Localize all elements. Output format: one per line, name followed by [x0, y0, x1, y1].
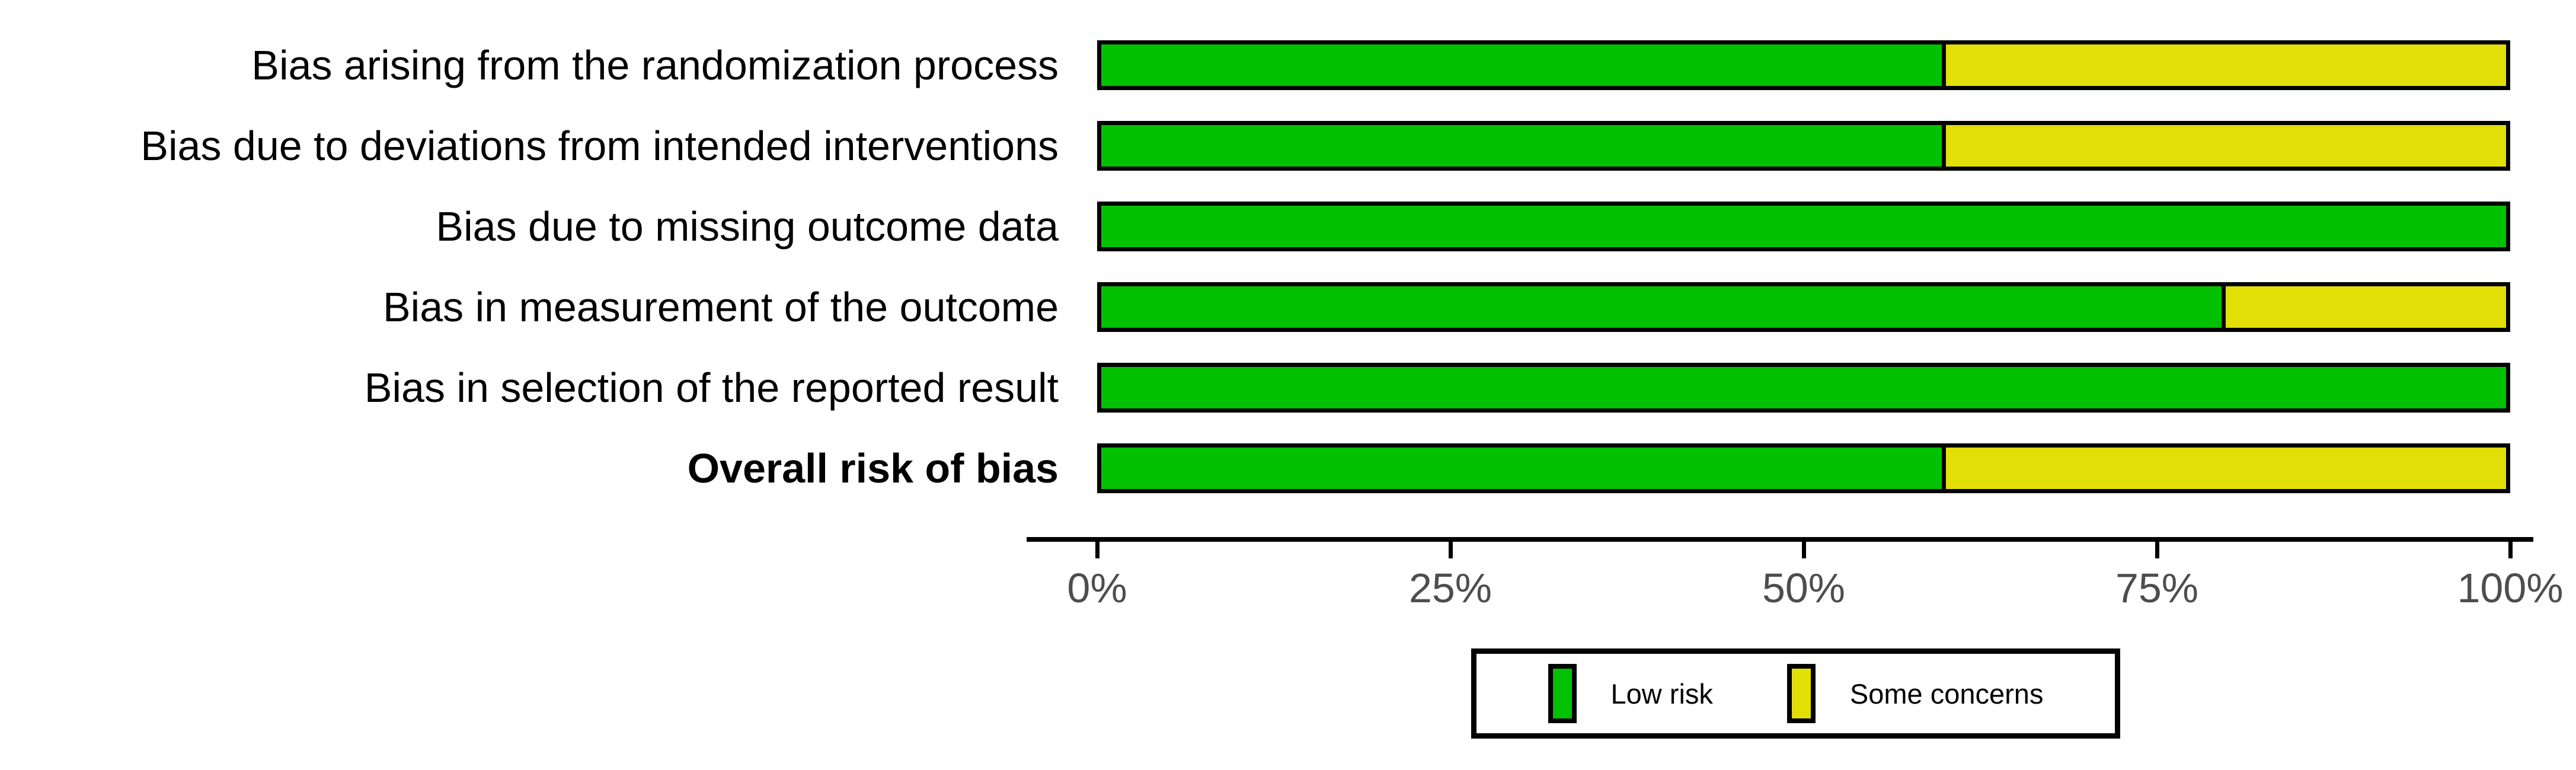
- bar-segment-low-risk: [1101, 206, 2506, 247]
- legend-entry: Low risk: [1548, 664, 1713, 723]
- category-label: Overall risk of bias: [687, 445, 1059, 491]
- x-axis-tick: [2155, 537, 2159, 558]
- category-label: Bias arising from the randomization proc…: [251, 42, 1059, 88]
- bar-segment-low-risk: [1101, 286, 2226, 328]
- category-label: Bias due to missing outcome data: [436, 203, 1059, 250]
- x-axis-tick: [1802, 537, 1806, 558]
- x-axis-tick: [1095, 537, 1100, 558]
- bar-segment-some-concerns: [2226, 286, 2506, 328]
- bar-segment-some-concerns: [1945, 125, 2506, 167]
- bar-segment-low-risk: [1101, 44, 1946, 86]
- legend-swatch-some-concerns: [1786, 664, 1816, 723]
- bar-row: [1097, 202, 2510, 251]
- category-label: Bias in measurement of the outcome: [382, 284, 1059, 330]
- bar-row: [1097, 40, 2510, 90]
- bar-row: [1097, 282, 2510, 332]
- bar-segment-low-risk: [1101, 448, 1946, 489]
- x-axis-tick-label: 75%: [2115, 565, 2199, 611]
- x-axis-tick: [1449, 537, 1453, 558]
- bar-row: [1097, 121, 2510, 171]
- x-axis-tick-label: 25%: [1408, 565, 1492, 611]
- category-label: Bias in selection of the reported result: [364, 365, 1059, 411]
- bar-row: [1097, 443, 2510, 493]
- x-axis-tick-label: 0%: [1067, 565, 1127, 611]
- category-label: Bias due to deviations from intended int…: [140, 123, 1059, 169]
- bar-row: [1097, 363, 2510, 413]
- bar-segment-some-concerns: [1945, 448, 2506, 489]
- legend-entry: Some concerns: [1786, 664, 2044, 723]
- bar-segment-low-risk: [1101, 367, 2506, 408]
- legend-label: Some concerns: [1849, 678, 2044, 710]
- x-axis-tick-label: 50%: [1762, 565, 1846, 611]
- legend-box: Low risk Some concerns: [1471, 648, 2120, 739]
- x-axis-line: [1027, 537, 2533, 542]
- x-axis-tick-label: 100%: [2457, 565, 2564, 611]
- legend-label: Low risk: [1610, 678, 1713, 710]
- legend-swatch-low-risk: [1548, 664, 1577, 723]
- bar-segment-some-concerns: [1945, 44, 2506, 86]
- x-axis-tick: [2508, 537, 2513, 558]
- bar-segment-low-risk: [1101, 125, 1946, 167]
